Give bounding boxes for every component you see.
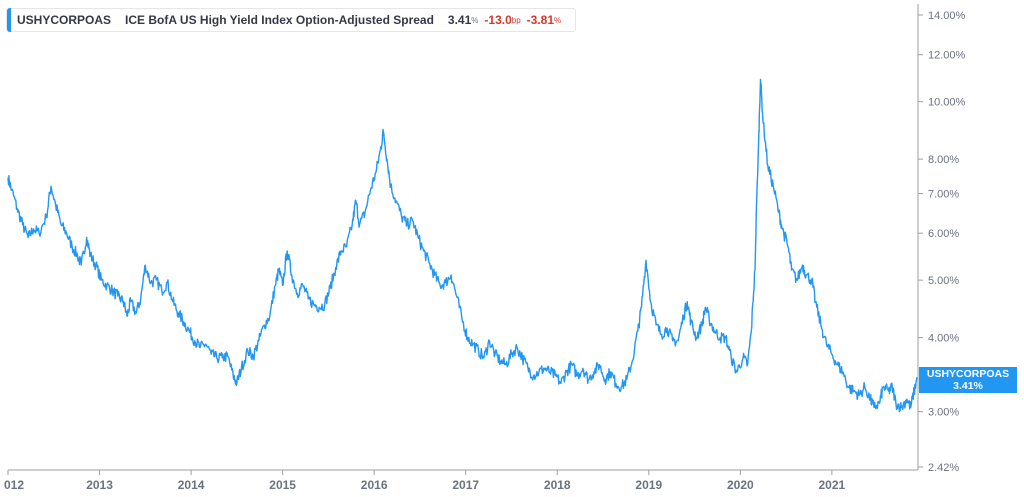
x-tick-label: 012: [4, 478, 24, 492]
x-tick-label: 2021: [819, 478, 846, 492]
x-tick-label: 2016: [361, 478, 388, 492]
legend-symbol[interactable]: USHYCORPOAS: [17, 13, 112, 27]
y-tick-label: 4.00%: [928, 333, 959, 345]
x-tick-label: 2017: [452, 478, 479, 492]
x-tick-label: 2013: [86, 478, 113, 492]
legend-series-name: ICE BofA US High Yield Index Option-Adju…: [125, 13, 434, 27]
last-value-tag: USHYCORPOAS 3.41%: [919, 367, 1017, 393]
x-tick-label: 2018: [544, 478, 571, 492]
last-value-tag-value: 3.41%: [953, 380, 983, 392]
x-tick-label: 2020: [727, 478, 754, 492]
y-tick-label: 2.42%: [928, 462, 959, 474]
x-axis-ticks: 012 2013 2014 2015 2016 2017 2018 2019 2020 2021: [4, 470, 846, 492]
y-tick-label: 3.00%: [928, 407, 959, 419]
series-line-ushycorpoas: [7, 78, 918, 413]
last-value-tag-symbol: USHYCORPOAS: [926, 368, 1010, 380]
legend-change-bp: -13.0: [484, 13, 512, 27]
y-tick-label: 8.00%: [928, 154, 959, 166]
legend-box: USHYCORPOAS ICE BofA US High Yield Index…: [6, 8, 577, 32]
x-tick-label: 2014: [178, 478, 205, 492]
x-tick-label: 2019: [635, 478, 662, 492]
y-tick-label: 5.00%: [928, 275, 959, 287]
y-tick-label: 12.00%: [928, 50, 966, 62]
legend-change-bp-unit: bp: [511, 15, 521, 25]
y-tick-label: 14.00%: [928, 10, 966, 22]
y-tick-label: 7.00%: [928, 188, 959, 200]
y-tick-label: 6.00%: [928, 228, 959, 240]
x-tick-label: 2015: [269, 478, 296, 492]
legend-value: 3.41: [447, 13, 472, 27]
legend-change-pct: -3.81: [526, 13, 555, 27]
legend-swatch: [7, 8, 11, 32]
y-axis-ticks: 14.00% 12.00% 10.00% 8.00% 7.00% 6.00% 5.00% 4.…: [918, 10, 966, 474]
legend-value-unit: %: [471, 15, 479, 25]
legend-change-pct-unit: %: [554, 15, 562, 25]
y-tick-label: 10.00%: [928, 97, 966, 109]
